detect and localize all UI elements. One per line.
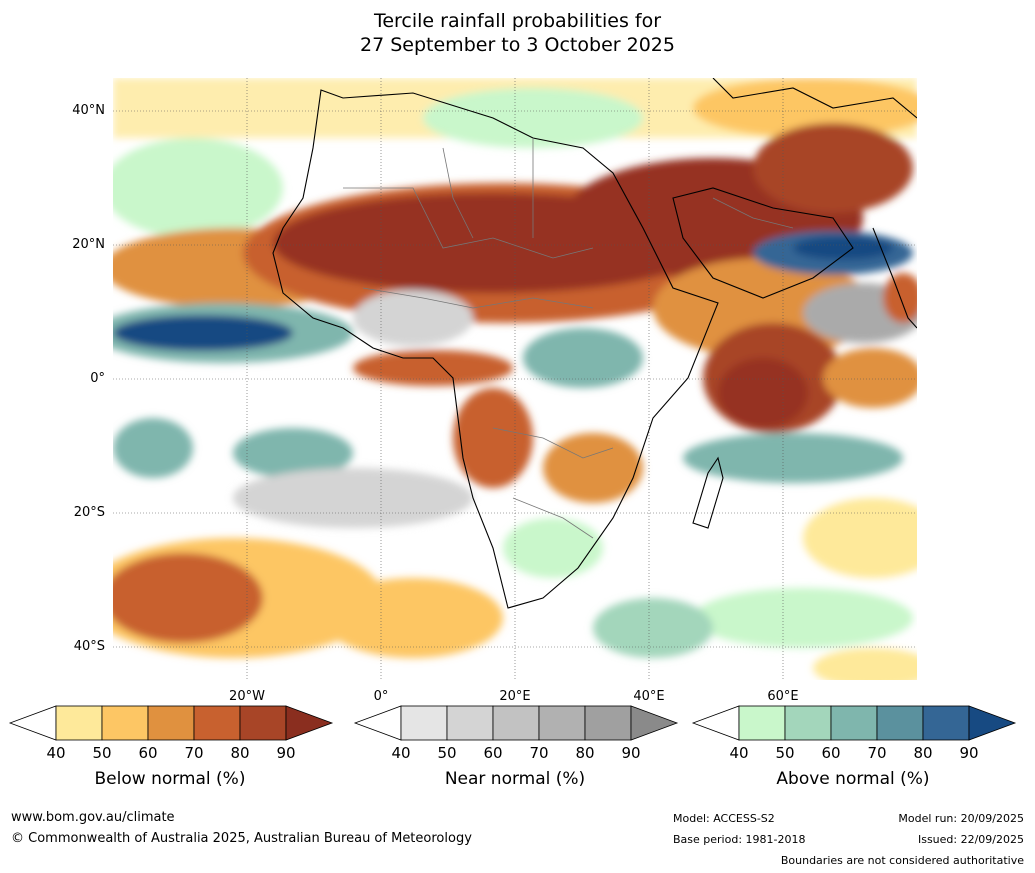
colorbar-tick-near: 50 bbox=[437, 744, 457, 762]
lon-label-0: 0° bbox=[373, 689, 389, 704]
colorbar-swatch bbox=[147, 705, 195, 741]
colorbar-caption-near: Near normal (%) bbox=[444, 769, 586, 789]
colorbar-below-normal bbox=[8, 705, 334, 741]
colorbar-tick-below: 70 bbox=[184, 744, 204, 762]
footer-disclaimer: Boundaries are not considered authoritat… bbox=[780, 854, 1024, 867]
colorbar-swatch bbox=[193, 705, 241, 741]
colorbar-extend-low bbox=[353, 705, 402, 741]
map-title: Tercile rainfall probabilities for 27 Se… bbox=[0, 9, 1035, 57]
colorbar-extend-high bbox=[285, 705, 334, 741]
title-line-1: Tercile rainfall probabilities for bbox=[373, 10, 662, 32]
colorbar-swatch bbox=[922, 705, 970, 741]
colorbar-swatch bbox=[738, 705, 786, 741]
colorbar-extend-low bbox=[8, 705, 57, 741]
lon-label-20w: 20°W bbox=[229, 689, 265, 704]
colorbar-caption-below: Below normal (%) bbox=[94, 769, 246, 789]
colorbar-swatch bbox=[55, 705, 103, 741]
colorbar-extend-high bbox=[630, 705, 679, 741]
colorbar-tick-near: 60 bbox=[483, 744, 503, 762]
colorbar-near-normal bbox=[353, 705, 679, 741]
footer-copyright: © Commonwealth of Australia 2025, Austra… bbox=[11, 831, 472, 846]
colorbar-extend-low bbox=[691, 705, 740, 741]
colorbar-tick-below: 80 bbox=[230, 744, 250, 762]
colorbar-tick-above: 40 bbox=[729, 744, 749, 762]
colorbar-swatch bbox=[584, 705, 632, 741]
colorbar-tick-near: 90 bbox=[621, 744, 641, 762]
colorbar-swatch bbox=[830, 705, 878, 741]
colorbar-tick-above: 80 bbox=[913, 744, 933, 762]
map-svg bbox=[113, 78, 917, 680]
colorbar-tick-above: 50 bbox=[775, 744, 795, 762]
colorbar-tick-below: 90 bbox=[276, 744, 296, 762]
lat-label-20n: 20°N bbox=[72, 237, 105, 252]
colorbar-tick-above: 70 bbox=[867, 744, 887, 762]
footer-base-period: Base period: 1981-2018 bbox=[673, 833, 806, 846]
colorbar-swatch bbox=[492, 705, 540, 741]
colorbars-svg bbox=[8, 705, 1017, 741]
coastlines bbox=[272, 78, 917, 609]
colorbar-extend-high bbox=[968, 705, 1017, 741]
lat-label-0: 0° bbox=[90, 371, 105, 386]
colorbar-tick-near: 70 bbox=[529, 744, 549, 762]
lat-label-40n: 40°N bbox=[72, 103, 105, 118]
colorbar-swatch bbox=[239, 705, 287, 741]
colorbar-tick-below: 50 bbox=[92, 744, 112, 762]
lon-label-60e: 60°E bbox=[767, 689, 799, 704]
lat-label-40s: 40°S bbox=[73, 639, 105, 654]
colorbar-swatch bbox=[538, 705, 586, 741]
title-line-2: 27 September to 3 October 2025 bbox=[360, 34, 675, 56]
colorbar-tick-above: 90 bbox=[959, 744, 979, 762]
colorbar-swatch bbox=[400, 705, 448, 741]
lon-label-20e: 20°E bbox=[499, 689, 531, 704]
footer-model-run: Model run: 20/09/2025 bbox=[898, 812, 1024, 825]
lat-label-20s: 20°S bbox=[73, 505, 105, 520]
rainfall-probability-map bbox=[113, 78, 917, 680]
colorbar-caption-above: Above normal (%) bbox=[776, 769, 930, 789]
colorbar-swatch bbox=[784, 705, 832, 741]
colorbar-tick-below: 40 bbox=[46, 744, 66, 762]
footer-website: www.bom.gov.au/climate bbox=[11, 810, 175, 825]
colorbar-swatch bbox=[101, 705, 149, 741]
footer-model: Model: ACCESS-S2 bbox=[673, 812, 775, 825]
colorbar-tick-below: 60 bbox=[138, 744, 158, 762]
country-borders bbox=[343, 138, 794, 539]
colorbar-tick-near: 40 bbox=[391, 744, 411, 762]
colorbar-swatch bbox=[446, 705, 494, 741]
colorbar-tick-near: 80 bbox=[575, 744, 595, 762]
colorbar-tick-above: 60 bbox=[821, 744, 841, 762]
colorbar-above-normal bbox=[691, 705, 1017, 741]
colorbar-swatch bbox=[876, 705, 924, 741]
lon-label-40e: 40°E bbox=[633, 689, 665, 704]
footer-issued: Issued: 22/09/2025 bbox=[917, 833, 1024, 846]
